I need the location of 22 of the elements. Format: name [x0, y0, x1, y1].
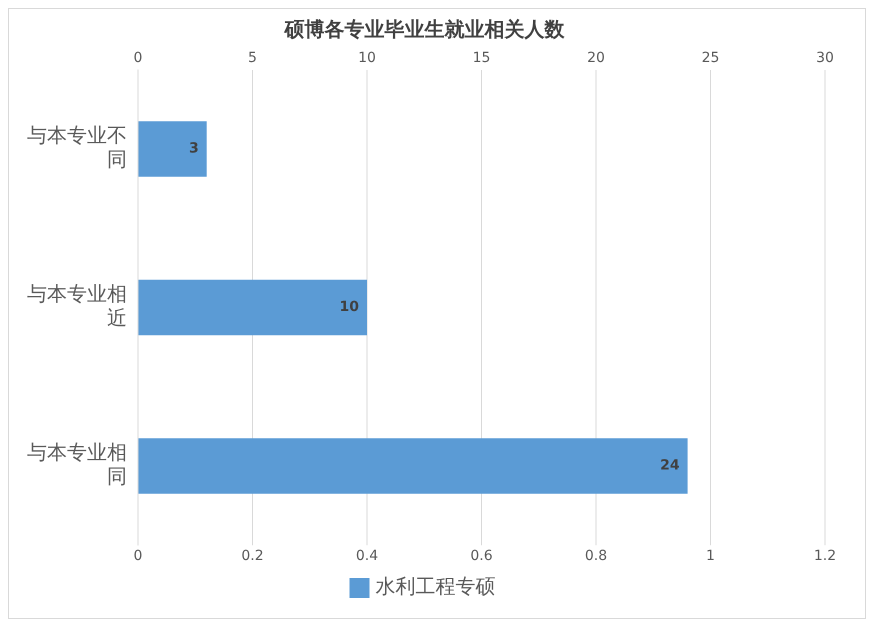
y-tick-label: 与本专业相近	[27, 282, 127, 330]
x-tick-label: 0.8	[584, 548, 608, 564]
chart-title: 硕博各专业毕业生就业相关人数	[284, 17, 566, 42]
y-tick-label: 与本专业不同	[27, 123, 127, 172]
x2-tick-label: 10	[358, 50, 376, 66]
x2-tick-label: 20	[587, 50, 605, 66]
x2-tick-label: 15	[472, 50, 490, 66]
x2-tick-label: 25	[702, 50, 720, 66]
y-tick-label: 与本专业相同	[27, 440, 127, 488]
x-tick-label: 0.4	[356, 548, 378, 564]
data-label: 10	[340, 299, 360, 316]
x-tick-label: 0.6	[470, 548, 493, 564]
x-tick-label: 1.2	[814, 548, 836, 564]
x2-tick-label: 5	[248, 50, 257, 66]
legend-label: 水利工程专硕	[376, 574, 496, 598]
x2-tick-label: 0	[134, 50, 142, 66]
x-tick-label: 0.2	[241, 548, 264, 564]
x2-tick-label: 30	[816, 50, 834, 66]
x-tick-label: 0	[134, 548, 142, 564]
x-tick-label: 1	[706, 548, 715, 564]
data-label: 3	[188, 140, 199, 157]
data-label: 24	[660, 458, 680, 474]
